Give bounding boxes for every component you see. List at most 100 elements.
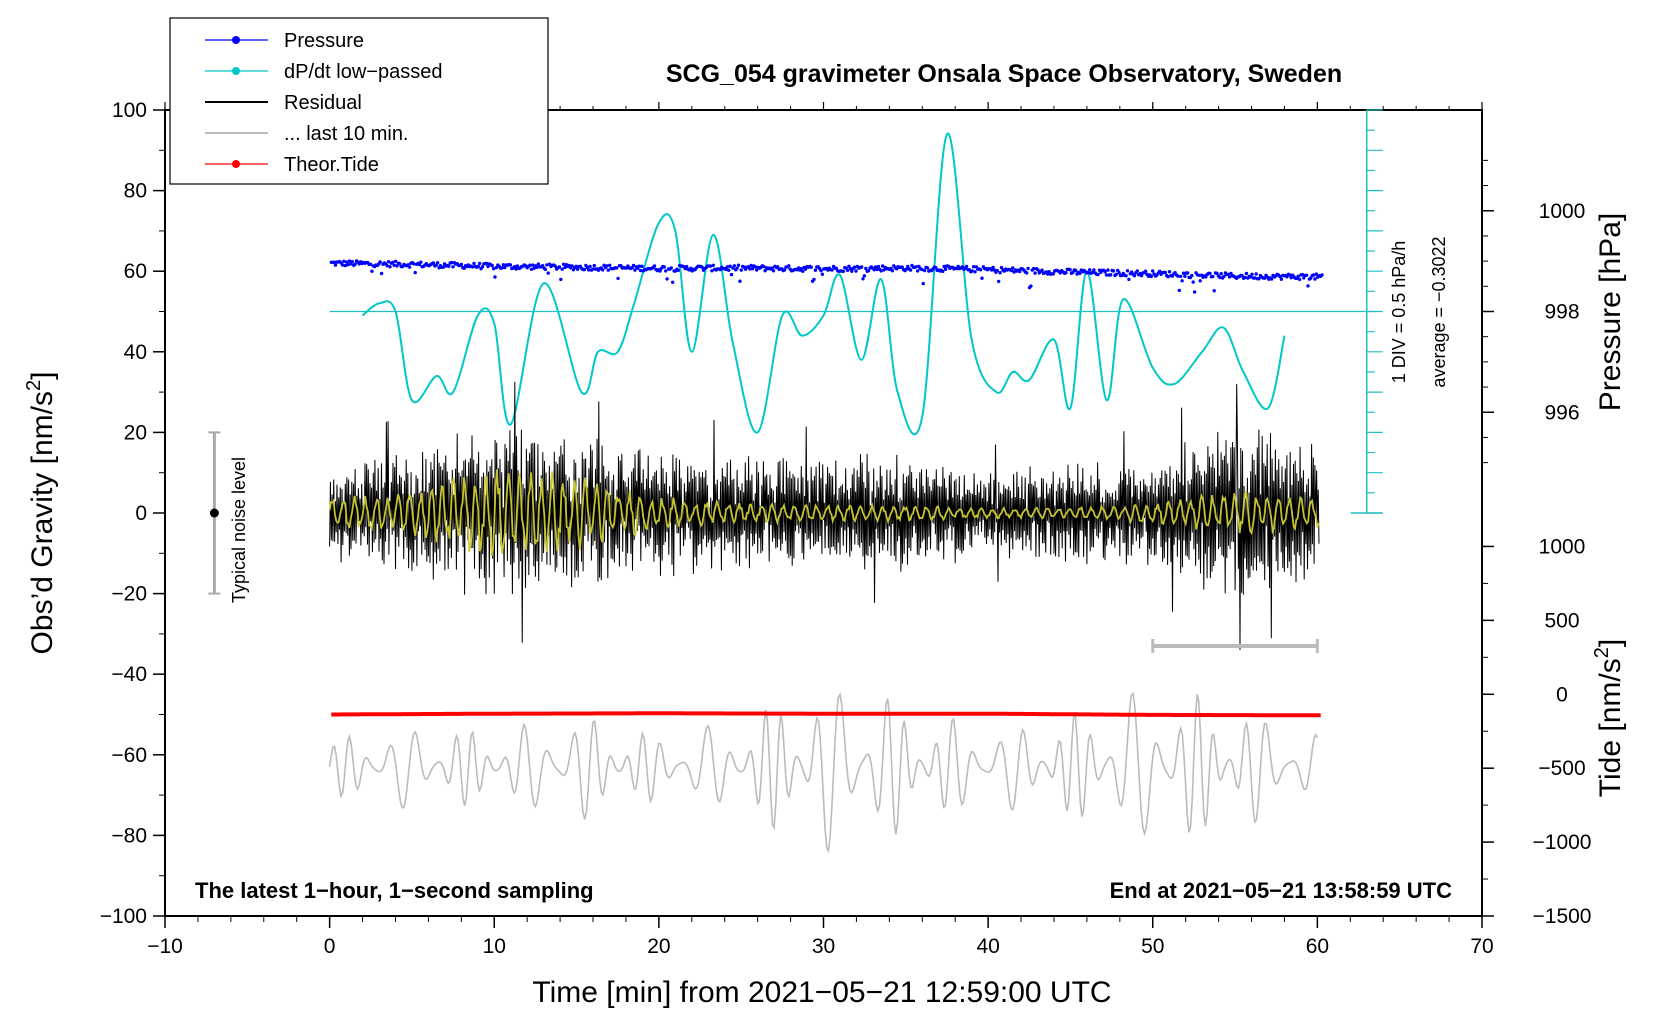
pressure-point [608,263,612,267]
x-tick-label: 0 [324,935,336,958]
tide-axis-label-close: ] [1594,639,1627,647]
pressure-point [1218,275,1222,280]
pressure-point [493,275,497,279]
pressure-point [515,264,520,268]
pressure-point [770,266,774,270]
pressure-point [1212,289,1216,293]
pressure-point [921,281,925,286]
pressure-point [1219,272,1223,276]
pressure-point [1125,269,1130,273]
x-tick-label: 20 [647,935,670,958]
pressure-point [978,268,983,272]
pressure-point [347,259,352,263]
pressure-point [755,268,759,272]
pressure-point [876,264,881,269]
pressure-point [662,265,666,269]
pressure-point [575,267,580,271]
pressure-point [1149,274,1154,279]
pressure-point [553,264,557,268]
pressure-point [1304,273,1309,277]
pressure-point [1248,275,1253,279]
legend-label: ... last 10 min. [284,123,409,145]
pressure-point [1106,268,1110,272]
pressure-point [906,264,910,269]
pressure-point [1314,272,1319,276]
pressure-point [1222,274,1226,279]
pressure-point [854,269,858,273]
pressure-point [563,265,567,270]
pressure-point [529,267,534,271]
pressure-point [1320,273,1324,277]
y-tick-label: −60 [111,744,147,767]
tide-tick-label: 1000 [1539,535,1586,558]
pressure-point [964,264,969,269]
y-tick-label: 100 [112,99,147,122]
tide-axis-label: Tide [nm/s2] [1591,639,1627,797]
pressure-point [459,262,464,267]
pressure-point [451,265,455,269]
pressure-point [1306,284,1310,288]
dpdt-div-label: 1 DIV = 0.5 hPa/h [1389,241,1409,384]
pressure-point [1167,270,1172,274]
pressure-point [995,268,999,273]
pressure-tick-label: 1000 [1539,200,1586,223]
pressure-point [1244,271,1249,276]
pressure-point [1181,271,1186,275]
pressure-point [864,266,868,271]
pressure-point [528,263,532,267]
note-left: The latest 1−hour, 1−second sampling [195,878,594,903]
legend-label: Pressure [284,30,364,52]
pressure-point [1180,279,1184,283]
pressure-point [561,262,566,266]
y-axis-label-left-text: Obs’d Gravity [nm/s [26,391,59,654]
pressure-point [997,279,1001,284]
pressure-point [1032,266,1036,271]
legend-label: Residual [284,92,362,114]
pressure-point [1197,273,1201,277]
pressure-point [340,263,345,267]
pressure-point [503,265,507,270]
pressure-point [514,267,518,271]
pressure-point [669,266,673,270]
pressure-point [732,264,736,268]
pressure-point [368,262,373,266]
pressure-point [1198,279,1202,283]
pressure-tick-label: 996 [1544,401,1579,424]
pressure-point [861,277,865,281]
legend-marker [232,160,240,168]
pressure-point [1117,271,1121,275]
pressure-point [1111,269,1116,273]
pressure-point [943,267,948,271]
pressure-point [413,270,417,275]
pressure-point [388,265,392,269]
pressure-point [652,264,657,268]
pressure-point [700,265,704,269]
pressure-point [1311,273,1316,277]
pressure-point [819,269,823,273]
y-tick-label: 60 [124,260,147,283]
pressure-point [1253,276,1257,280]
pressure-point [587,268,591,272]
legend-item: Pressure [205,30,364,52]
pressure-point [991,265,995,270]
pressure-point [973,270,977,274]
pressure-point [1104,273,1109,277]
pressure-point [1227,275,1232,279]
pressure-point [615,266,619,270]
pressure-point [1158,269,1162,273]
pressure-point [915,269,920,273]
pressure-point [560,267,564,271]
pressure-point [658,269,662,273]
pressure-point [601,268,605,272]
pressure-point [574,264,578,268]
pressure-point [1177,288,1182,293]
tide-series [331,711,1321,718]
legend-item: Residual [205,92,362,114]
pressure-point [605,264,609,268]
pressure-point [591,267,595,271]
pressure-point [633,268,637,272]
y-tick-label: 40 [124,341,147,364]
tide-line [331,711,1321,718]
pressure-point [1300,272,1305,277]
pressure-point [1090,270,1095,275]
